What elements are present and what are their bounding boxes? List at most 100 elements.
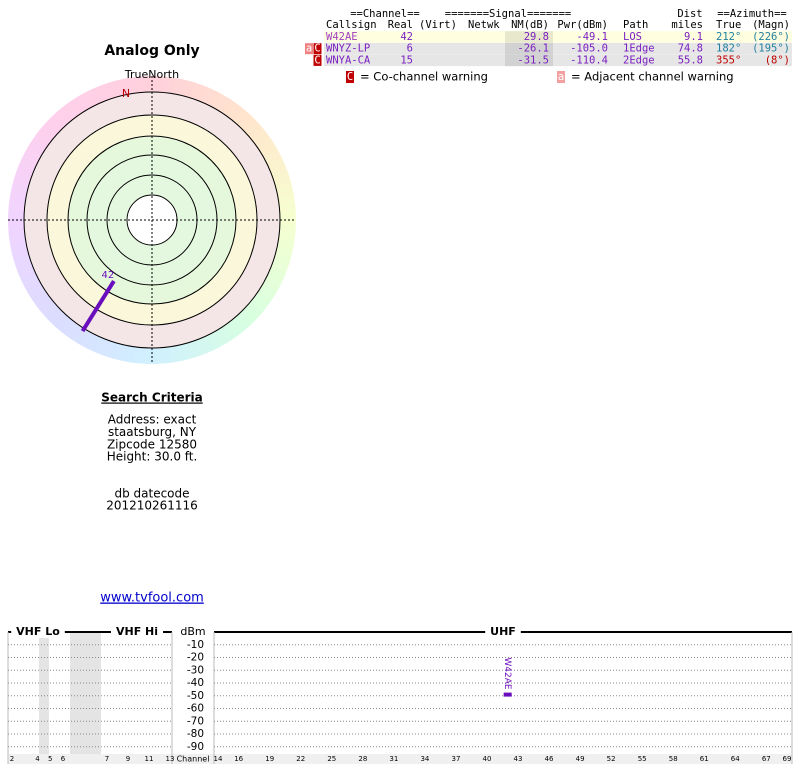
legend-marker: C [347,71,353,83]
channel-tick-label: 46 [545,755,554,763]
search-line: Height: 30.0 ft. [107,450,198,464]
cell-true: 355° [716,54,741,66]
cell-dist: 55.8 [678,54,703,66]
cell-magn: (8°) [765,54,790,66]
cell-real: 42 [400,31,413,43]
nm-cell-background [505,42,553,55]
channel-tick-label: 5 [48,755,52,763]
nm-cell-background [505,31,553,43]
legend-box [346,71,354,83]
legend-marker: a [558,71,564,83]
channel-tick-label: 52 [607,755,616,763]
warning-marker: C [314,54,320,66]
cell-callsign: W42AE [326,31,358,43]
polar-rings [8,76,296,364]
y-tick-label: -80 [187,728,204,740]
spectrum-x-label: Channel [177,755,210,764]
column-header: NM(dB) [511,19,549,31]
y-tick-label: -90 [187,741,204,753]
group-header: ==Channel== [350,8,420,20]
search-line: Address: exact [108,413,197,427]
channel-tick-label: 28 [358,755,367,763]
search-line: staatsburg, NY [108,425,197,439]
warning-box [305,43,313,55]
channel-tick-label: 37 [451,755,460,763]
datecode-label: db datecode [114,487,189,501]
polar-title: Analog Only [104,43,199,59]
column-header: (Virt) [419,19,457,31]
section-title: VHF Lo [16,625,60,638]
channel-tick-label: 14 [214,755,223,763]
datecode: 201210261116 [106,499,198,513]
column-header: Callsign [326,19,377,31]
y-tick-label: -20 [187,652,204,664]
row-background [324,42,792,55]
cell-nm: -26.1 [517,43,549,55]
tvfool-link[interactable]: www.tvfool.com [100,591,204,606]
section-title-bg [110,626,164,638]
channel-tick-label: 31 [389,755,398,763]
cell-callsign: WNYZ-LP [326,43,370,55]
section-title-bg [485,626,521,638]
cell-path: 1Edge [623,43,655,55]
cell-dist: 9.1 [684,31,703,43]
channel-tick-label: 16 [234,755,243,763]
search-heading: Search Criteria [101,391,202,405]
cell-nm: -31.5 [517,54,549,66]
legend-label: = Adjacent channel warning [571,70,734,84]
cell-pwr: -49.1 [576,31,608,43]
legend-label: = Co-channel warning [360,70,488,84]
column-header: Pwr(dBm) [557,19,608,31]
section-title: VHF Hi [116,625,158,638]
cell-pwr: -110.4 [570,54,608,66]
cell-pwr: -105.0 [570,43,608,55]
cell-magn: (226°) [752,31,790,43]
group-header: =======Signal======= [445,8,571,20]
y-tick-label: -60 [187,703,204,715]
signal-label: W42AE [502,657,512,690]
cell-real: 15 [400,54,413,66]
cell-path: LOS [623,31,642,43]
cell-magn: (195°) [752,43,790,55]
channel-tick-label: 2 [10,755,14,763]
channel-tick-label: 43 [514,755,523,763]
column-header: (Magn) [752,19,790,31]
column-header: True [716,19,741,31]
warning-marker: C [314,43,320,55]
cell-true: 182° [716,43,741,55]
channel-tick-label: 22 [296,755,305,763]
signal-bar [503,692,512,697]
channel-tick-label: 6 [61,755,66,763]
warning-box [313,43,322,55]
station-bearing [80,279,116,333]
cell-nm: 29.8 [524,31,549,43]
spectrum-frame [7,631,793,764]
channel-tick-label: 64 [731,755,740,763]
channel-tick-label: 34 [420,755,429,763]
column-header: Netwk [468,19,500,31]
group-header: ==Azimuth== [717,8,787,20]
column-header: Real [388,19,413,31]
y-tick-label: -30 [187,664,204,676]
channel-tick-label: 49 [576,755,585,763]
warning-box [313,54,322,66]
group-header: Dist [677,8,702,20]
station-label: 42 [101,270,114,281]
column-header: miles [671,19,703,31]
channel-tick-label: 40 [483,755,492,763]
channel-tick-label: 25 [327,755,336,763]
channel-tick-label: 13 [166,755,175,763]
column-header: Path [623,19,648,31]
cell-true: 212° [716,31,741,43]
channel-tick-label: 7 [105,755,109,763]
y-tick-label: -40 [187,677,204,689]
channel-tick-label: 61 [700,755,709,763]
nm-cell-background [505,54,553,67]
north-marker: N [122,87,130,100]
y-tick-label: -70 [187,715,204,727]
y-tick-label: -10 [187,639,204,651]
channel-tick-label: 4 [35,755,40,763]
north-label: TrueNorth [124,68,179,81]
channel-tick-label: 55 [638,755,647,763]
